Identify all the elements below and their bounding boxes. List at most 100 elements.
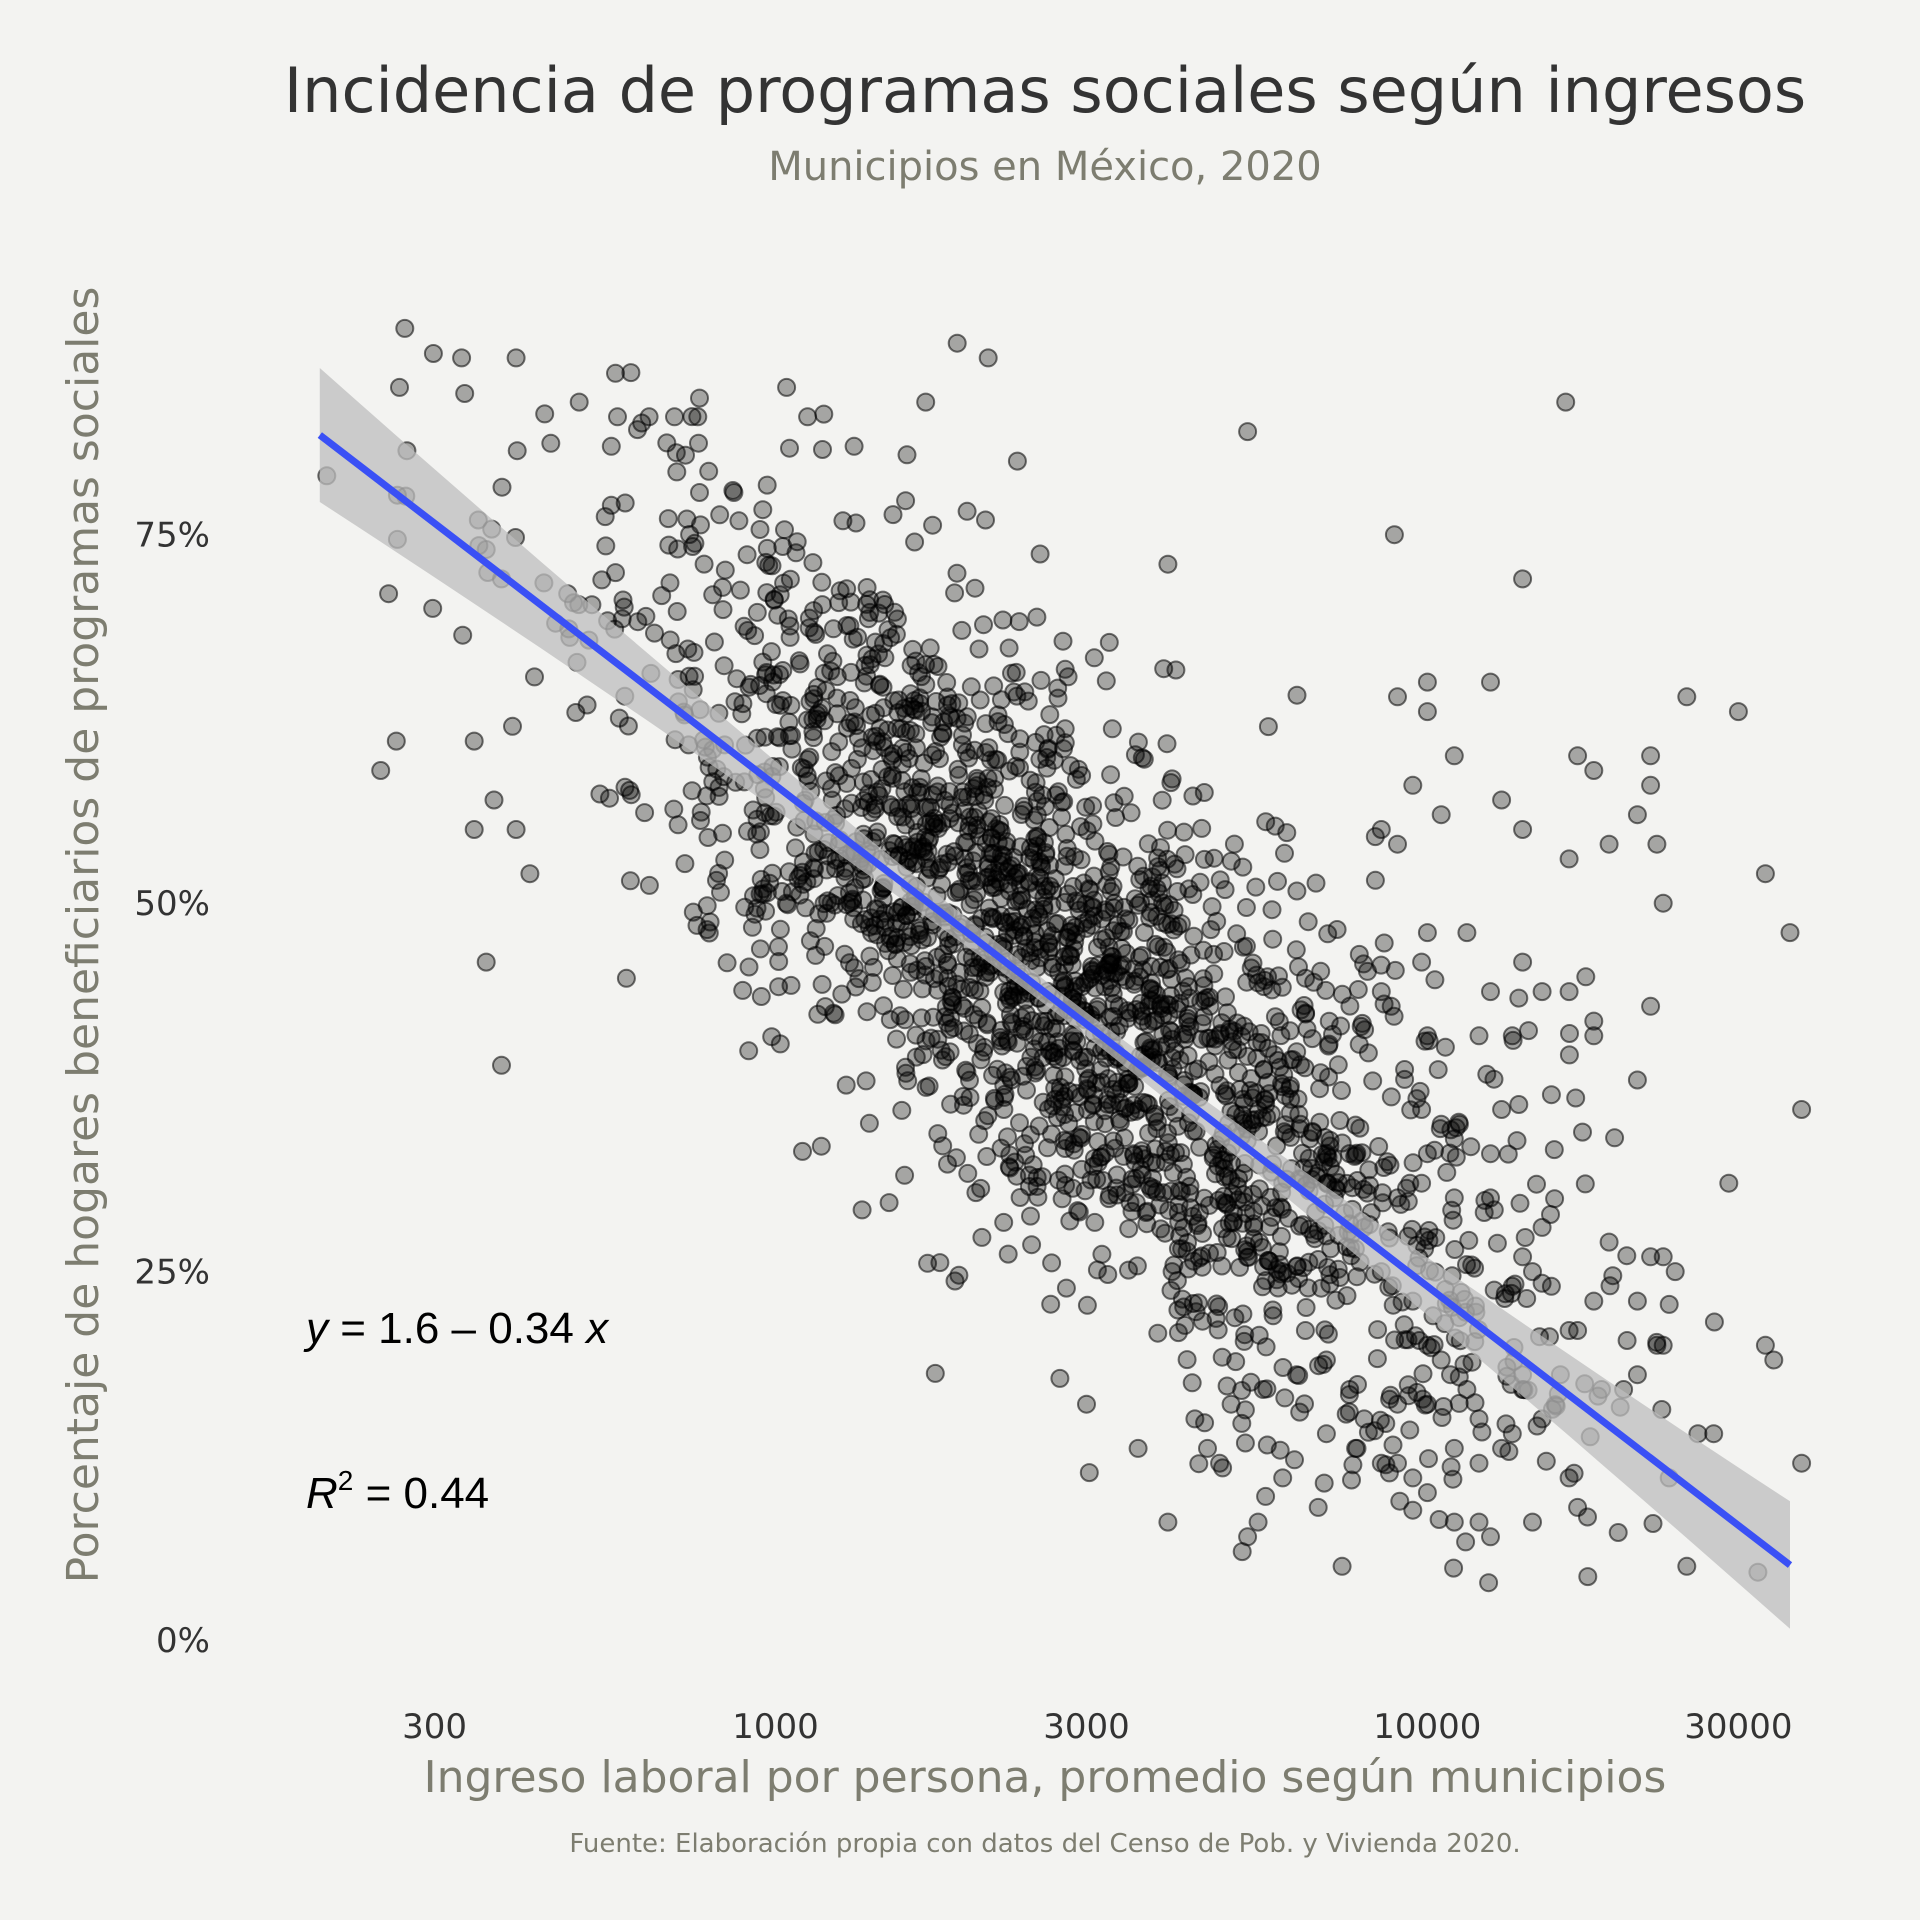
scatter-point — [852, 798, 871, 817]
scatter-point — [909, 663, 929, 683]
scatter-point — [1009, 612, 1029, 632]
scatter-point — [1419, 1230, 1439, 1250]
scatter-point — [1319, 1034, 1339, 1054]
scatter-point — [1403, 1153, 1423, 1173]
scatter-point — [852, 1200, 872, 1220]
scatter-point — [1232, 1381, 1252, 1400]
scatter-point — [1509, 988, 1529, 1008]
scatter-point — [1171, 1143, 1191, 1163]
scatter-point — [1224, 834, 1244, 854]
scatter-point — [897, 445, 917, 465]
scatter-point — [1395, 1060, 1415, 1079]
scatter-point — [996, 836, 1016, 856]
scatter-point — [541, 433, 561, 453]
scatter-point — [974, 615, 993, 635]
scatter-point — [998, 1127, 1017, 1147]
scatter-point — [1383, 1435, 1403, 1455]
scatter-point — [1269, 1012, 1289, 1032]
scatter-point — [1077, 1295, 1097, 1315]
scatter-point — [1647, 1332, 1667, 1352]
scatter-point — [892, 1100, 912, 1120]
scatter-point — [1014, 796, 1034, 816]
scatter-point — [667, 602, 687, 621]
scatter-point — [1064, 1041, 1083, 1061]
scatter-point — [668, 815, 688, 835]
y-tick-label: 0% — [156, 1621, 210, 1661]
scatter-point — [976, 714, 996, 734]
scatter-point — [635, 803, 655, 823]
scatter-point — [423, 598, 443, 618]
scatter-point — [1584, 1026, 1604, 1046]
scatter-point — [1168, 1300, 1188, 1320]
scatter-point — [601, 495, 621, 515]
scatter-point — [896, 1063, 916, 1083]
scatter-point — [1184, 926, 1204, 946]
chart-caption: Fuente: Elaboración propia con datos del… — [569, 1829, 1520, 1859]
scatter-point — [395, 318, 415, 338]
scatter-point — [969, 639, 989, 659]
scatter-point — [958, 1163, 978, 1183]
scatter-point — [1204, 964, 1224, 984]
scatter-point — [1677, 687, 1697, 707]
regression-line — [317, 432, 1793, 1568]
scatter-point — [924, 654, 944, 674]
scatter-point — [1059, 1081, 1079, 1101]
scatter-point — [729, 511, 749, 531]
scatter-point — [1215, 880, 1235, 900]
scatter-point — [645, 623, 664, 643]
scatter-point — [1186, 1302, 1206, 1322]
scatter-point — [1162, 969, 1181, 989]
scatter-point — [1193, 1311, 1212, 1331]
scatter-point — [793, 1141, 812, 1161]
scatter-points — [317, 318, 1812, 1593]
scatter-point — [1308, 1497, 1328, 1517]
scatter-point — [1424, 1335, 1444, 1355]
scatter-point — [507, 441, 527, 461]
scatter-point — [1194, 783, 1214, 802]
scatter-point — [812, 974, 832, 994]
scatter-point — [972, 908, 992, 928]
scatter-point — [694, 554, 714, 574]
scatter-point — [596, 536, 616, 556]
scatter-point — [874, 698, 894, 718]
scatter-point — [1034, 725, 1054, 745]
scatter-point — [1659, 1294, 1679, 1314]
scatter-point — [1584, 1291, 1604, 1311]
scatter-point — [946, 1148, 966, 1168]
scatter-point — [668, 539, 688, 559]
scatter-point — [906, 1025, 926, 1045]
scatter-point — [939, 936, 959, 955]
scatter-point — [1291, 1000, 1311, 1020]
scatter-point — [745, 626, 765, 646]
scatter-point — [732, 704, 752, 724]
scatter-point — [1053, 631, 1073, 651]
scatter-point — [809, 904, 829, 924]
scatter-point — [1178, 1008, 1198, 1028]
scatter-point — [1147, 879, 1167, 898]
scatter-point — [1234, 1185, 1253, 1205]
scatter-point — [690, 483, 709, 502]
scatter-point — [503, 716, 522, 736]
scatter-point — [965, 578, 985, 598]
scatter-point — [1035, 797, 1055, 817]
scatter-point — [1320, 1274, 1340, 1294]
scatter-point — [848, 728, 868, 748]
scatter-point — [1446, 1147, 1466, 1167]
scatter-point — [998, 1032, 1018, 1052]
scatter-point — [893, 807, 913, 827]
scatter-point — [1160, 1020, 1180, 1040]
scatter-point — [682, 781, 702, 801]
scatter-point — [1241, 1069, 1261, 1088]
scatter-point — [1025, 932, 1045, 952]
scatter-point — [1273, 1468, 1293, 1488]
scatter-point — [1056, 1278, 1076, 1298]
scatter-point — [569, 392, 589, 412]
scatter-point — [1066, 925, 1086, 944]
scatter-point — [1755, 1335, 1775, 1355]
scatter-point — [757, 538, 777, 558]
scatter-point — [628, 420, 647, 440]
scatter-point — [1124, 1144, 1144, 1164]
scatter-point — [937, 673, 957, 692]
scatter-point — [1150, 957, 1170, 977]
scatter-point — [969, 826, 989, 846]
